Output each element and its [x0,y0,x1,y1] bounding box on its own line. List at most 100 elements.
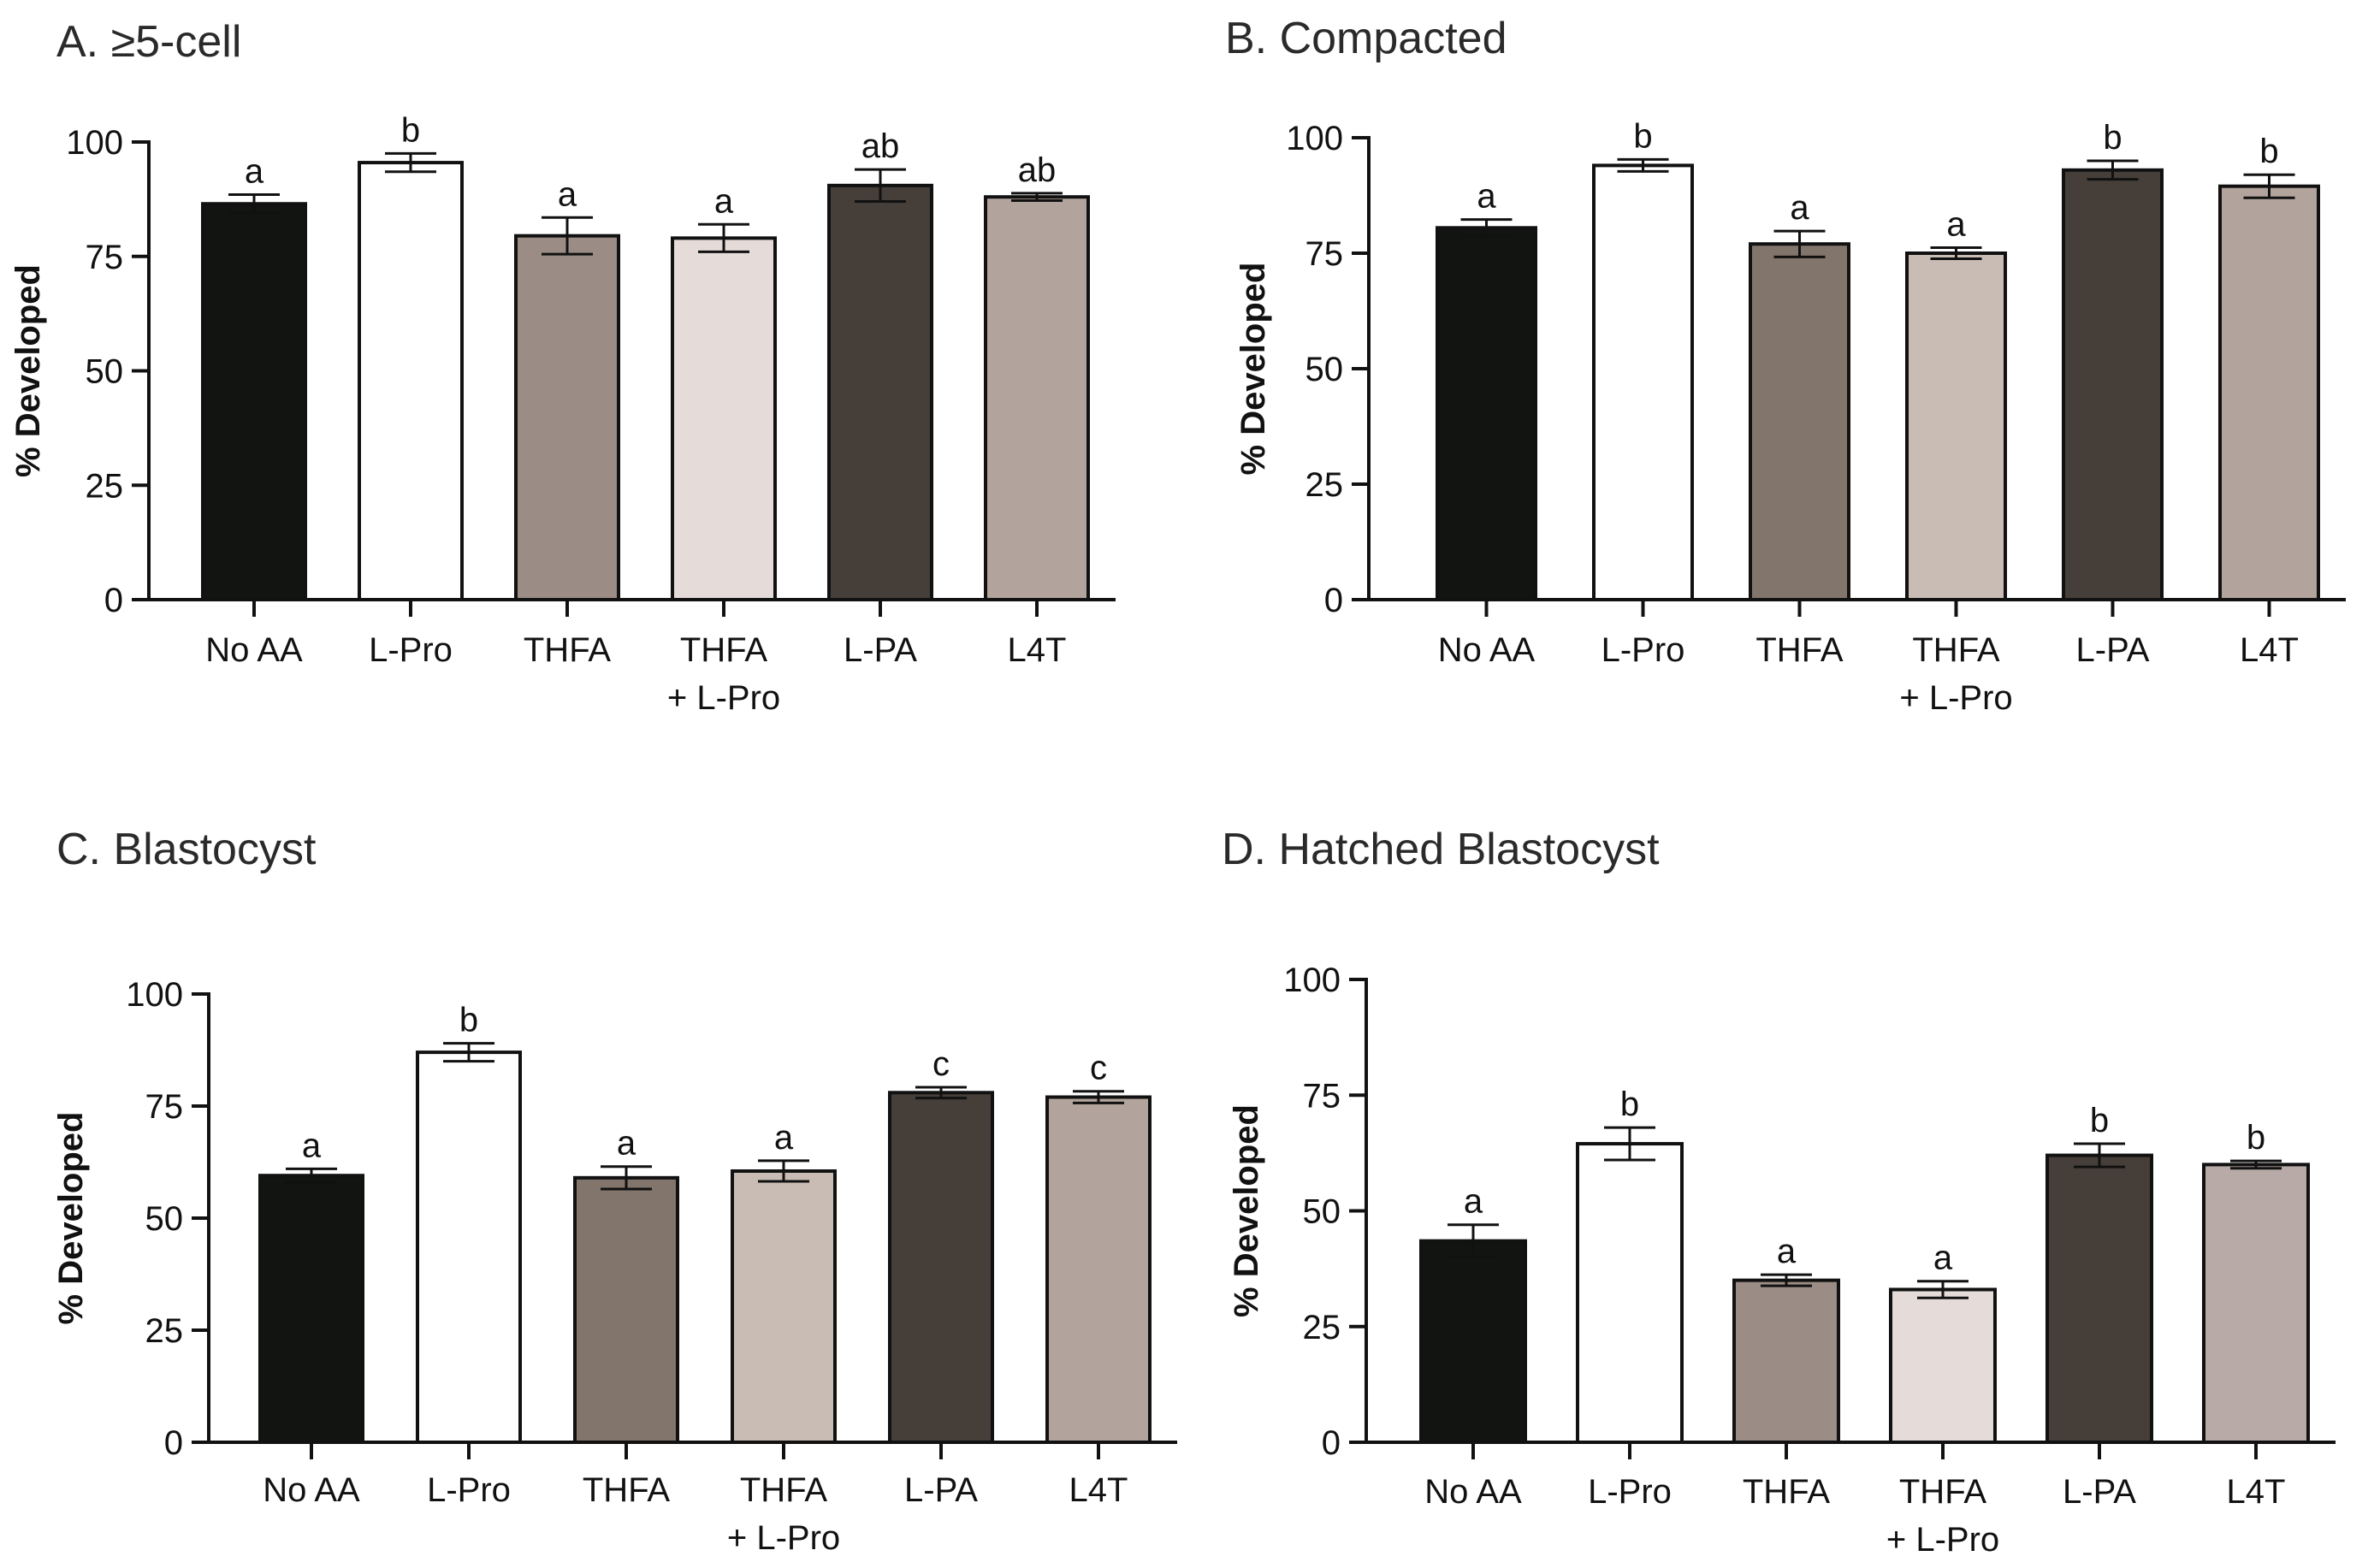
x-tick-label: THFA [680,631,768,669]
significance-label: b [1633,117,1652,155]
bar [1592,163,1694,601]
bar [1749,242,1850,601]
y-tick-label: 25 [145,1312,184,1350]
significance-label: a [302,1127,322,1164]
significance-label: ab [861,127,900,165]
bar [1436,226,1537,601]
y-tick-label: 100 [1286,120,1343,157]
y-tick-label: 75 [145,1088,184,1126]
x-tick-label: No AA [205,631,303,669]
significance-label: a [1777,1233,1797,1270]
bar [1732,1278,1840,1445]
panel-title: A. ≥5-cell [56,17,241,67]
significance-label: a [1933,1240,1953,1277]
y-tick-label: 50 [145,1200,184,1238]
y-axis-label: % Developed [1228,1104,1265,1317]
y-tick-label: 0 [1324,582,1343,619]
y-tick-label: 0 [164,1424,183,1462]
y-tick-label: 50 [1305,351,1344,388]
y-tick-label: 100 [66,124,123,162]
panel-d: D. Hatched Blastocyst % Developed 0 25 50 75 1… [1222,825,2336,1559]
significance-label: b [2247,1119,2265,1157]
significance-label: a [558,175,577,213]
x-tick-label: L-Pro [1588,1473,1672,1511]
x-tick-label: THFA [583,1471,671,1509]
x-tick-label: THFA [1743,1473,1831,1511]
y-tick-label: 50 [1303,1193,1341,1231]
bar [201,202,307,601]
x-tick-label: L4T [1069,1471,1128,1509]
bar [2062,168,2164,602]
bar [827,183,933,601]
x-tick-label: THFA [1899,1473,1987,1511]
significance-label: b [2103,119,2122,157]
x-tick-label: L-PA [844,631,917,669]
significance-label: a [617,1125,636,1163]
y-tick-label: 25 [1303,1309,1341,1346]
bar [2218,184,2320,601]
x-tick-label: L-Pro [369,631,453,669]
y-tick-label: 75 [1305,235,1344,273]
x-tick-label: No AA [1438,631,1536,669]
x-tick-label: L-PA [2063,1473,2136,1511]
significance-label: c [1090,1050,1107,1087]
bar [2045,1153,2153,1444]
significance-label: b [2090,1102,2109,1139]
bar [1045,1095,1152,1445]
bar [358,161,464,601]
x-tick-label: L4T [2227,1473,2286,1511]
x-tick-label: + L-Pro [727,1519,840,1557]
bar [1576,1142,1684,1445]
significance-label: b [401,111,420,149]
panel-title: C. Blastocyst [56,825,317,874]
bar [1419,1239,1527,1445]
y-tick-label: 25 [86,467,124,505]
x-tick-label: No AA [1424,1473,1522,1511]
panel-c: C. Blastocyst % Developed 0 25 50 75 100 a No AA… [52,825,1177,1557]
significance-label: a [1464,1183,1483,1221]
significance-label: b [1620,1086,1639,1123]
x-tick-label: L4T [1008,631,1067,669]
significance-label: a [1790,189,1809,227]
significance-label: a [1477,178,1496,216]
x-tick-label: THFA [1755,631,1844,669]
y-axis-label: % Developed [1234,263,1272,476]
significance-label: ab [1018,151,1057,189]
bar [258,1174,364,1444]
bar [514,234,620,601]
panel-b: B. Compacted % Developed 0 25 50 75 100 a No AA b… [1225,14,2346,717]
significance-label: b [2259,133,2278,170]
y-tick-label: 50 [86,353,124,391]
x-tick-label: L-PA [904,1471,978,1509]
y-tick-label: 75 [1303,1077,1341,1115]
y-tick-label: 75 [86,239,124,276]
bar [416,1050,522,1444]
bar [731,1169,837,1444]
x-tick-label: + L-Pro [1899,679,2012,717]
bar [1889,1287,1997,1444]
y-axis-label: % Developed [52,1112,90,1325]
x-tick-label: THFA [524,631,612,669]
y-axis-label: % Developed [9,264,47,477]
y-tick-label: 100 [1283,962,1341,999]
panel-a: A. ≥5-cell % Developed 0 25 50 75 100 a No AA b L-… [9,17,1116,717]
x-tick-label: L-Pro [427,1471,511,1509]
x-tick-label: + L-Pro [1886,1521,1999,1559]
panel-title: B. Compacted [1225,14,1507,63]
y-tick-label: 0 [104,582,123,619]
x-tick-label: L4T [2240,631,2299,669]
x-tick-label: + L-Pro [667,679,780,717]
significance-label: b [459,1002,478,1039]
bar [2202,1163,2310,1445]
significance-label: a [714,182,734,220]
x-tick-label: THFA [740,1471,828,1509]
bar [671,236,777,601]
x-tick-label: L-Pro [1601,631,1685,669]
bar [1905,251,2007,601]
panel-title: D. Hatched Blastocyst [1222,825,1660,874]
y-tick-label: 25 [1305,466,1344,504]
significance-label: a [245,153,264,191]
x-tick-label: THFA [1912,631,2000,669]
bar [888,1091,994,1445]
